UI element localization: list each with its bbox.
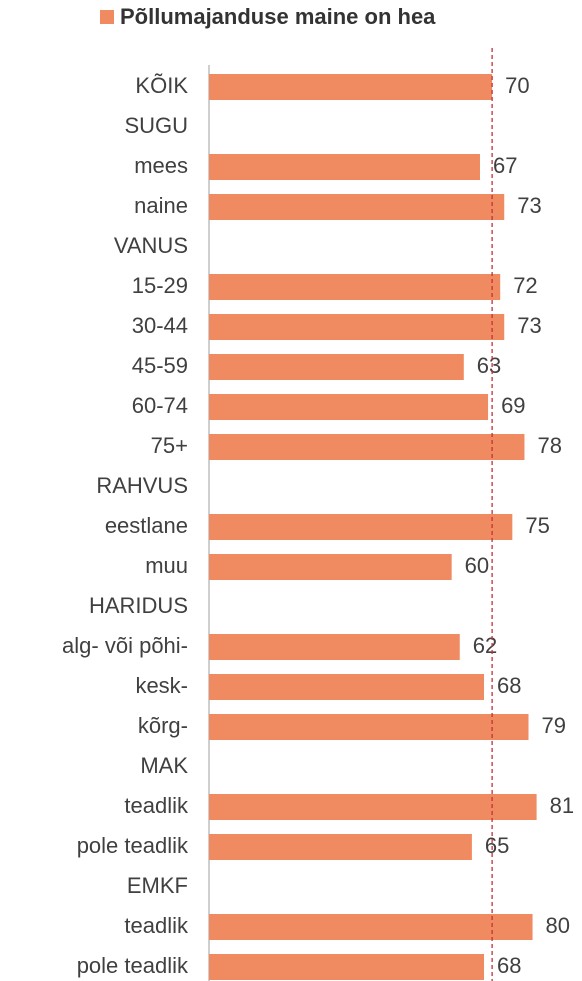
y-tick-label: 45-59: [132, 353, 188, 378]
y-tick-label: 30-44: [132, 313, 188, 338]
y-tick-label: RAHVUS: [96, 473, 188, 498]
value-label: 72: [513, 273, 537, 298]
y-tick-label: KÕIK: [135, 73, 188, 98]
y-tick-label: 75+: [151, 433, 188, 458]
y-tick-label: naine: [134, 193, 188, 218]
bar: [209, 274, 501, 300]
y-tick-label: EMKF: [127, 873, 188, 898]
y-tick-label: teadlik: [124, 913, 189, 938]
y-tick-label: SUGU: [124, 113, 188, 138]
bar: [209, 634, 460, 660]
value-label: 67: [493, 153, 517, 178]
bar: [209, 394, 489, 420]
bar: [209, 354, 464, 380]
value-label: 60: [465, 553, 489, 578]
value-label: 80: [546, 913, 570, 938]
y-tick-label: VANUS: [114, 233, 188, 258]
value-label: 63: [477, 353, 501, 378]
bar: [209, 514, 513, 540]
value-label: 81: [550, 793, 574, 818]
bar: [209, 434, 525, 460]
y-tick-label: mees: [134, 153, 188, 178]
value-label: 68: [497, 673, 521, 698]
value-label: 75: [525, 513, 549, 538]
bar: [209, 74, 493, 100]
y-tick-label: alg- või põhi-: [62, 633, 188, 658]
value-label: 73: [517, 193, 541, 218]
y-tick-label: kõrg-: [138, 713, 188, 738]
value-label: 62: [473, 633, 497, 658]
bar: [209, 954, 485, 980]
value-label: 65: [485, 833, 509, 858]
y-tick-label: kesk-: [135, 673, 188, 698]
legend-label: Põllumajanduse maine on hea: [120, 4, 436, 29]
y-tick-label: 15-29: [132, 273, 188, 298]
bar: [209, 914, 533, 940]
y-tick-label: 60-74: [132, 393, 188, 418]
y-tick-label: MAK: [140, 753, 188, 778]
value-label: 78: [537, 433, 561, 458]
bar: [209, 714, 529, 740]
value-label: 68: [497, 953, 521, 978]
bar: [209, 154, 480, 180]
value-label: 73: [517, 313, 541, 338]
bar: [209, 794, 537, 820]
y-tick-label: eestlane: [105, 513, 188, 538]
y-tick-label: HARIDUS: [89, 593, 188, 618]
value-label: 70: [505, 73, 529, 98]
y-tick-label: teadlik: [124, 793, 189, 818]
y-tick-label: pole teadlik: [77, 953, 189, 978]
bar: [209, 834, 472, 860]
legend-swatch: [100, 10, 114, 24]
y-tick-label: pole teadlik: [77, 833, 189, 858]
bar: [209, 554, 452, 580]
bar: [209, 314, 505, 340]
y-tick-label: muu: [145, 553, 188, 578]
bar: [209, 194, 505, 220]
value-label: 79: [542, 713, 566, 738]
bar: [209, 674, 485, 700]
value-label: 69: [501, 393, 525, 418]
